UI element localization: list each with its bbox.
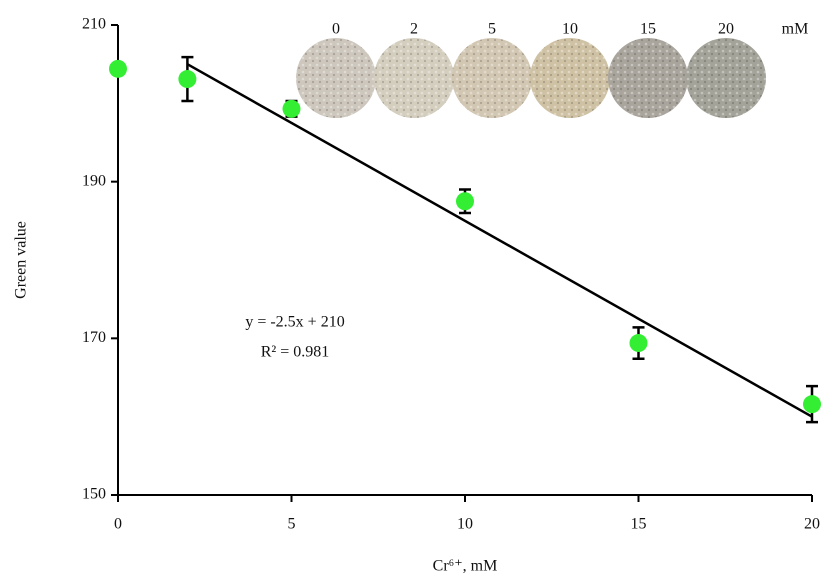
swatch-texture xyxy=(686,38,766,118)
swatch-texture xyxy=(374,38,454,118)
y-axis-label: Green value xyxy=(13,221,30,299)
swatch-texture xyxy=(452,38,532,118)
swatch-texture xyxy=(608,38,688,118)
x-tick-label: 10 xyxy=(457,516,473,533)
y-tick-label: 210 xyxy=(82,16,106,33)
swatch-texture xyxy=(296,38,376,118)
point xyxy=(456,192,474,211)
y-tick-label: 150 xyxy=(82,486,106,503)
swatch-label: 2 xyxy=(410,21,418,38)
x-tick-label: 15 xyxy=(631,516,647,533)
y-tick-label: 190 xyxy=(82,172,106,189)
swatch-label: 5 xyxy=(488,21,496,38)
swatch-label: 0 xyxy=(332,21,340,38)
swatch-texture xyxy=(530,38,610,118)
swatch-label: 20 xyxy=(718,21,734,38)
y-tick-label: 170 xyxy=(82,329,106,346)
x-tick-label: 5 xyxy=(288,516,296,533)
x-tick-label: 20 xyxy=(804,516,820,533)
point xyxy=(629,334,648,353)
point xyxy=(803,395,821,414)
equation: y = -2.5x + 210 xyxy=(245,314,344,331)
point xyxy=(178,70,197,89)
trendline xyxy=(186,63,813,418)
point xyxy=(282,99,301,118)
point xyxy=(109,59,127,78)
x-axis-label: Cr⁶⁺, mM xyxy=(433,558,498,575)
x-tick-label: 0 xyxy=(114,516,122,533)
swatch-unit: mM xyxy=(782,21,809,38)
swatch-label: 15 xyxy=(640,21,656,38)
r-squared: R² = 0.981 xyxy=(261,344,330,361)
swatch-label: 10 xyxy=(562,21,578,38)
